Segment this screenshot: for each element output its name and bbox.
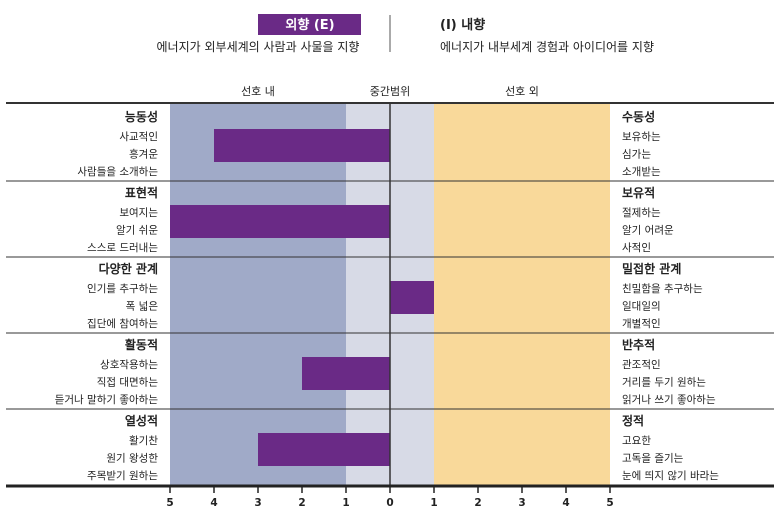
x-tick-label: 2 [298,497,305,509]
x-tick-label: 2 [474,497,481,509]
extraversion-badge-label: 외향 (E) [285,17,334,33]
facet-left-item: 상호작용하는 [100,358,158,371]
facet-right-item: 소개받는 [622,166,661,178]
facet-left-item: 집단에 참여하는 [87,317,158,330]
x-tick-label: 1 [342,497,349,509]
facet-right-item: 사적인 [622,242,651,254]
x-tick-label: 5 [606,497,613,509]
facet-right-item: 알기 어려운 [622,225,674,237]
zone-right-background [434,103,610,486]
facet-left-item: 직접 대면하는 [97,376,159,389]
zone-label-left: 선호 내 [241,85,275,98]
x-axis: 5 4 3 2 1 0 1 2 3 4 5 [6,484,774,509]
zone-left-background [170,103,346,486]
facet-left-item: 알기 쉬운 [116,225,158,237]
x-tick-label: 4 [210,497,217,509]
x-tick-label: 0 [386,497,393,509]
x-tick-label: 3 [254,497,261,509]
facet-right-title: 정적 [622,413,644,428]
facet-bars [170,103,434,486]
facet-right-item: 개별적인 [622,318,661,330]
facet-left-item: 듣거나 말하기 좋아하는 [55,393,159,406]
facet-right-item: 일대일의 [622,300,661,313]
facet-left-title: 다양한 관계 [99,261,158,276]
x-tick-label: 4 [562,497,569,509]
facet-bar [302,357,390,390]
extraversion-badge [258,14,361,35]
facet-left-item: 원기 왕성한 [106,453,158,465]
facet-left-title: 능동성 [125,110,158,124]
facet-left-item: 폭 넓은 [126,301,159,313]
zone-label-right: 선호 외 [505,85,539,98]
facet-right-title: 밀접한 관계 [622,261,681,276]
facet-right-item: 관조적인 [622,359,661,371]
facet-left-item: 사교적인 [119,131,158,143]
facet-bar [214,129,390,162]
facet-left-title: 활동적 [125,337,158,352]
facet-right-title: 보유적 [622,185,655,200]
facet-right-item: 심가는 [622,149,651,161]
facet-right-item: 거리를 두기 원하는 [622,376,706,389]
facet-right-item: 보유하는 [622,130,661,143]
facet-bar [258,433,390,466]
facet-right-item: 고독을 즐기는 [622,453,684,465]
introversion-description: 에너지가 내부세계 경험과 아이디어를 지향 [440,40,654,54]
facet-bar [170,205,390,238]
facet-bar [390,281,434,314]
extraversion-description: 에너지가 외부세계의 사람과 사물을 지향 [157,40,360,54]
facet-right-item: 눈에 띄지 않기 바라는 [622,470,719,482]
facet-left-item: 스스로 드러내는 [87,242,158,254]
facet-left-title: 표현적 [125,185,158,200]
facet-left-item: 보여지는 [119,207,158,219]
introversion-title: (I) 내향 [440,17,485,33]
facet-right-item: 친밀함을 추구하는 [622,282,703,295]
facet-right-item: 고요한 [622,435,651,447]
x-tick-label: 3 [518,497,525,509]
facet-left-title: 열성적 [125,413,158,428]
x-tick-label: 1 [430,497,437,509]
facet-left-item: 인기를 추구하는 [87,282,158,295]
facet-left-item: 활기찬 [129,434,158,447]
facet-left-item: 사람들을 소개하는 [77,165,158,178]
facet-left-item: 주목받기 원하는 [87,469,158,482]
facet-right-title: 수동성 [622,110,655,124]
zone-middle-left-background [346,103,390,486]
facet-right-item: 읽거나 쓰기 좋아하는 [622,393,716,406]
facet-right-item: 절제하는 [622,206,661,219]
facet-right-title: 반추적 [622,337,655,352]
facet-left-item: 흥겨운 [129,148,158,161]
zone-label-middle: 중간범위 [370,85,410,98]
x-tick-label: 5 [166,497,173,509]
